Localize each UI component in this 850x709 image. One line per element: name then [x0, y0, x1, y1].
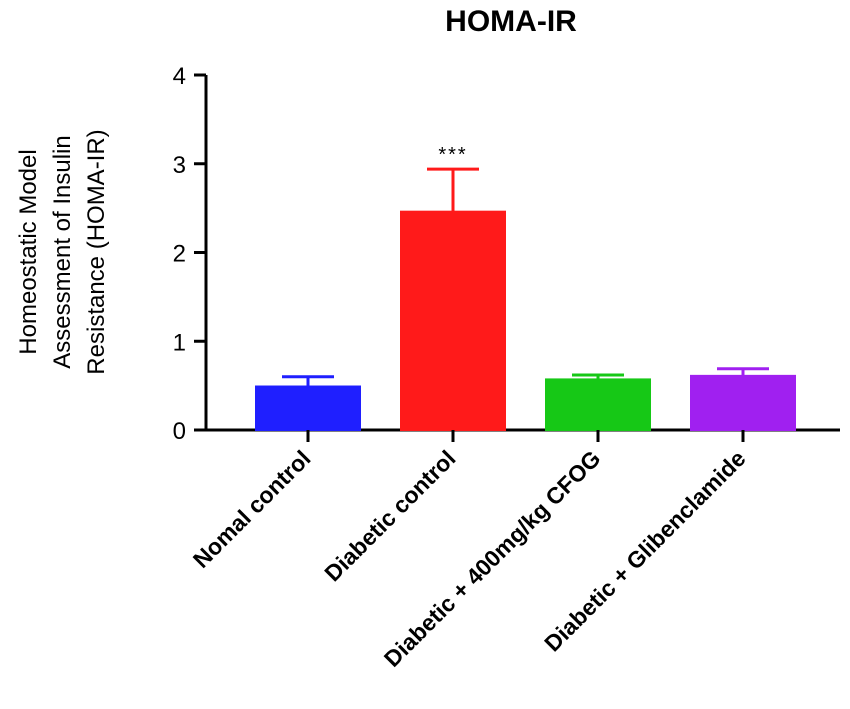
y-tick-label: 1 — [173, 329, 186, 356]
y-tick-label: 0 — [173, 418, 186, 445]
chart-title: HOMA-IR — [445, 5, 577, 38]
bar — [690, 374, 796, 431]
bar — [545, 378, 651, 432]
error-bar — [717, 367, 769, 376]
error-bar — [282, 375, 334, 387]
y-axis-label-line-3: Resistance (HOMA-IR) — [83, 129, 110, 374]
y-axis-label-line-2: Assessment of Insulin — [49, 135, 76, 368]
error-bar — [427, 167, 479, 212]
bars — [255, 210, 796, 432]
y-tick-label: 2 — [173, 241, 186, 268]
bar — [255, 385, 361, 432]
x-tick-label: Nomal control — [188, 445, 316, 573]
x-tick-label: Diabetic control — [319, 445, 460, 586]
error-bar — [572, 373, 624, 380]
y-axis-ticks: 0 1 2 3 4 — [173, 63, 206, 445]
y-axis-label-line-1: Homeostatic Model — [15, 149, 42, 354]
significance-annotations: *** — [438, 144, 467, 166]
significance-label: *** — [438, 144, 467, 166]
y-tick-label: 4 — [173, 63, 186, 90]
bar — [400, 210, 506, 431]
error-bars — [282, 167, 769, 387]
y-tick-label: 3 — [173, 152, 186, 179]
y-axis-label: Homeostatic Model Assessment of Insulin … — [15, 129, 110, 374]
